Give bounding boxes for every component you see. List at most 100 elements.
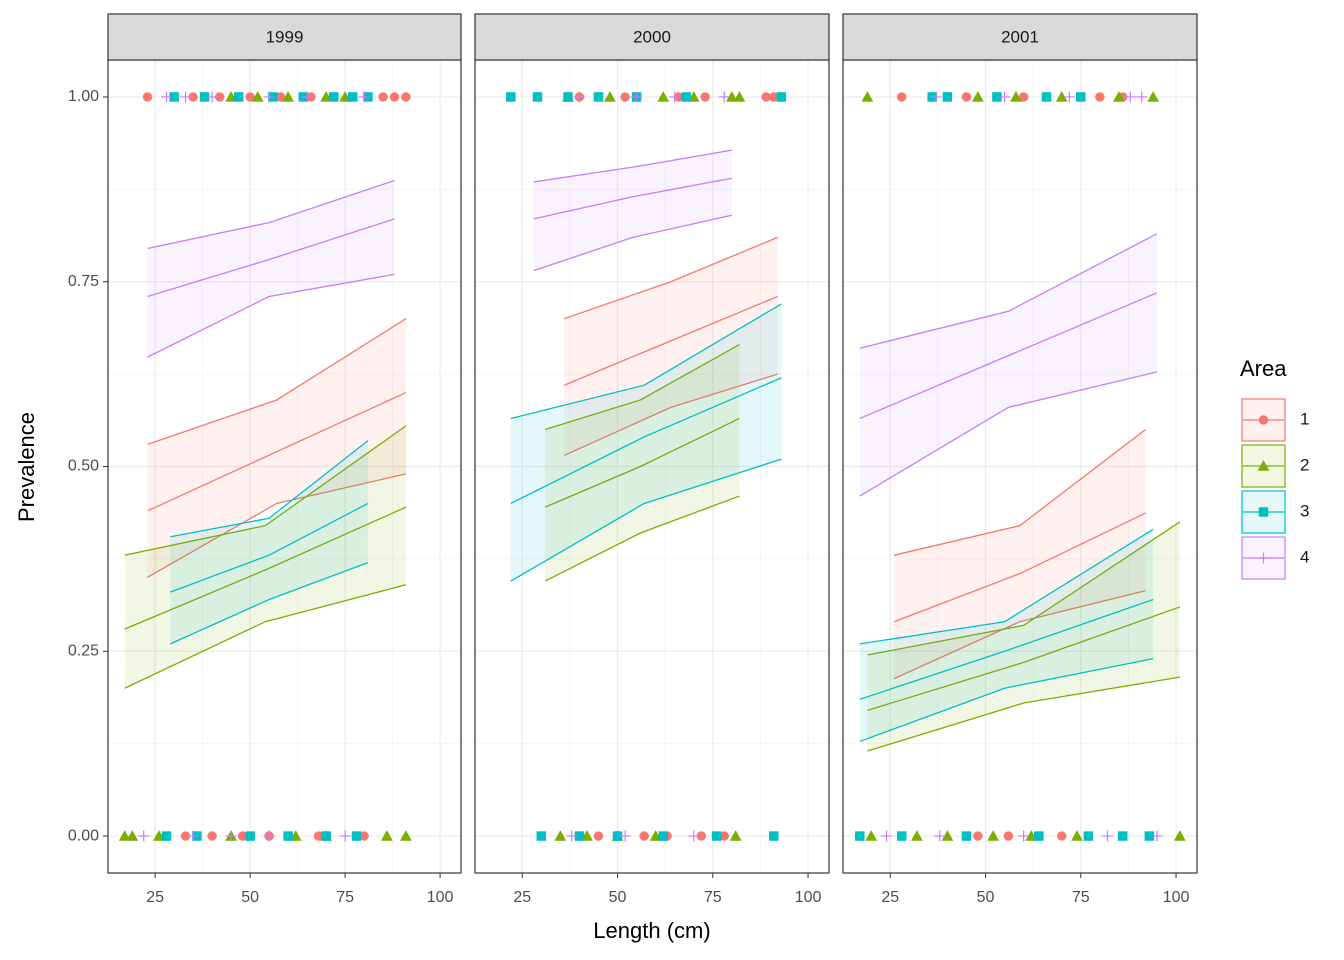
strip-label: 2001: [1001, 27, 1039, 46]
x-tick-label: 50: [241, 889, 259, 906]
point: [152, 830, 165, 841]
legend-symbol: [1258, 415, 1269, 425]
point: [603, 90, 616, 102]
point: [251, 90, 264, 102]
ci-line: [563, 373, 778, 457]
point: [776, 92, 787, 102]
x-tick-label: 25: [881, 889, 899, 906]
point: [631, 91, 643, 103]
strip: [107, 13, 462, 61]
x-axis-title: Length (cm): [593, 918, 710, 943]
point: [1034, 831, 1044, 841]
legend-symbol: [1257, 459, 1270, 471]
ci-line: [510, 458, 782, 582]
strip: [842, 13, 1198, 61]
strip-label: 2000: [633, 27, 671, 46]
point: [263, 830, 275, 842]
strip-label: 1999: [266, 27, 304, 46]
point: [339, 90, 352, 102]
point: [263, 91, 275, 103]
point: [126, 830, 139, 841]
point: [639, 831, 649, 841]
x-tick-label: 50: [977, 889, 995, 906]
ci-line: [893, 429, 1146, 556]
point: [1117, 831, 1128, 841]
legend-symbol: [1258, 507, 1269, 517]
ci-line: [533, 214, 732, 272]
fit-line: [147, 218, 395, 298]
point: [1151, 830, 1163, 842]
y-tick-label: 0.50: [68, 458, 99, 475]
point: [700, 92, 710, 102]
fit-line: [533, 177, 732, 220]
point: [581, 830, 593, 841]
point: [206, 91, 218, 103]
point: [532, 92, 543, 102]
point: [225, 90, 238, 102]
fit-line: [510, 377, 782, 505]
fit-line: [563, 295, 778, 386]
point: [187, 830, 199, 842]
point: [855, 831, 865, 841]
point: [1144, 831, 1155, 841]
point: [768, 831, 779, 841]
point: [1063, 91, 1075, 103]
point: [657, 90, 670, 102]
point: [214, 92, 225, 102]
ci-line: [859, 371, 1158, 497]
ci-line: [147, 179, 395, 250]
point: [658, 831, 668, 841]
ci-line: [170, 561, 369, 645]
point: [283, 831, 293, 841]
ci-line: [124, 584, 407, 689]
point: [199, 92, 210, 102]
point: [865, 830, 878, 841]
point: [934, 830, 946, 842]
point: [180, 91, 192, 103]
point: [696, 831, 707, 841]
point: [188, 92, 198, 102]
legend-symbol: [1258, 552, 1269, 564]
ribbon: [510, 303, 782, 582]
point: [620, 92, 630, 102]
point: [536, 831, 547, 841]
x-tick-label: 100: [427, 889, 454, 906]
fit-line: [170, 502, 369, 593]
ci-line: [533, 149, 732, 183]
ribbon: [859, 233, 1157, 497]
point: [930, 91, 942, 103]
ci-line: [893, 590, 1146, 680]
point: [574, 831, 585, 841]
point: [1003, 831, 1014, 841]
point: [169, 92, 179, 102]
point: [401, 92, 411, 102]
point: [619, 830, 631, 842]
ribbon: [859, 529, 1154, 742]
point: [359, 831, 369, 841]
point: [1136, 91, 1148, 103]
point: [321, 831, 331, 841]
point: [347, 92, 358, 102]
point: [207, 831, 217, 841]
point: [1056, 831, 1067, 841]
ci-line: [859, 528, 1154, 645]
point: [378, 92, 388, 102]
point: [1010, 90, 1022, 102]
y-tick-label: 1.00: [68, 88, 99, 105]
legend-label: 3: [1300, 501, 1309, 520]
point: [573, 91, 585, 103]
point: [301, 91, 313, 103]
point: [681, 92, 691, 102]
point: [973, 831, 983, 841]
point: [1112, 90, 1125, 102]
point: [1041, 92, 1052, 102]
legend-label: 1: [1300, 409, 1309, 428]
y-tick-label: 0.00: [68, 827, 99, 844]
legend-label: 4: [1300, 547, 1309, 566]
point: [399, 830, 412, 841]
fit-line: [147, 391, 407, 512]
ci-line: [147, 473, 407, 578]
point: [718, 91, 730, 103]
y-tick-label: 0.75: [68, 273, 99, 290]
ribbon: [147, 318, 406, 578]
